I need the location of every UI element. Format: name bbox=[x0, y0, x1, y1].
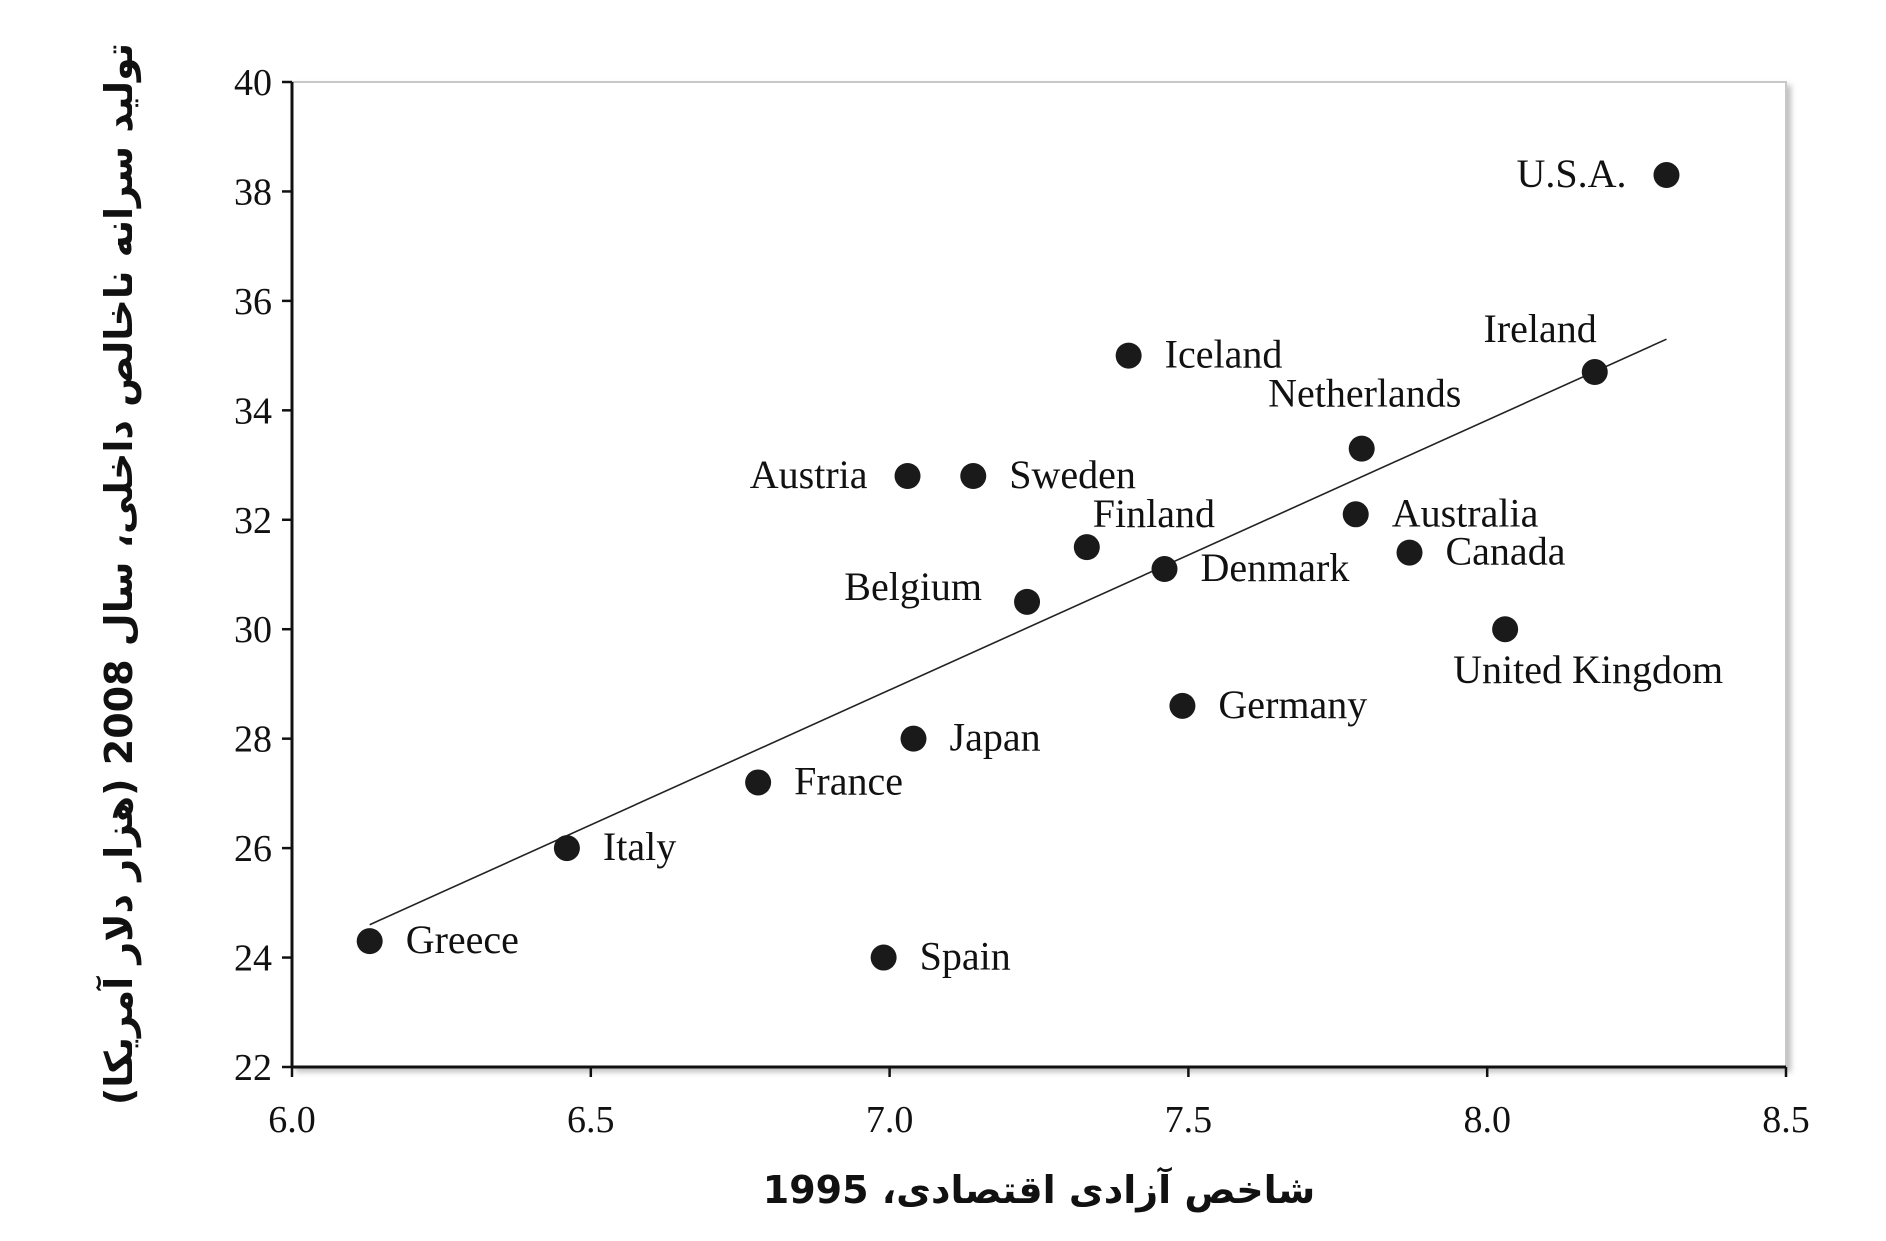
point-label: Ireland bbox=[1484, 306, 1597, 351]
y-tick-label: 38 bbox=[234, 171, 272, 213]
point-label: Austria bbox=[750, 452, 868, 497]
data-point-japan bbox=[900, 725, 927, 752]
y-tick-label: 34 bbox=[234, 390, 272, 432]
data-point-italy bbox=[553, 835, 580, 862]
y-tick-label: 24 bbox=[234, 938, 272, 980]
data-point-austria bbox=[894, 463, 921, 489]
data-point-denmark bbox=[1151, 556, 1178, 583]
x-tick-label: 7.0 bbox=[866, 1099, 914, 1141]
data-point-iceland bbox=[1115, 342, 1142, 369]
point-label: Japan bbox=[950, 715, 1041, 760]
x-tick-label: 8.0 bbox=[1463, 1099, 1511, 1141]
point-label: Italy bbox=[603, 824, 676, 869]
data-point-belgium bbox=[1014, 588, 1041, 615]
data-point-france bbox=[745, 769, 772, 796]
data-point-canada bbox=[1396, 539, 1423, 566]
y-tick-label: 40 bbox=[234, 62, 272, 104]
point-label: Belgium bbox=[844, 564, 982, 609]
point-label: United Kingdom bbox=[1453, 647, 1723, 692]
x-tick-label: 6.5 bbox=[567, 1099, 615, 1141]
point-label: Canada bbox=[1446, 529, 1566, 574]
point-label: Iceland bbox=[1165, 332, 1283, 377]
data-point-australia bbox=[1342, 501, 1369, 528]
data-point-united-kingdom bbox=[1492, 616, 1519, 643]
point-label: Netherlands bbox=[1268, 371, 1461, 416]
point-label: Spain bbox=[920, 934, 1011, 979]
x-tick-label: 8.5 bbox=[1762, 1099, 1810, 1141]
y-tick-label: 26 bbox=[234, 828, 272, 870]
data-point-u-s-a bbox=[1653, 162, 1680, 189]
point-label: Australia bbox=[1392, 490, 1539, 535]
point-label: France bbox=[794, 758, 903, 803]
data-point-spain bbox=[870, 944, 897, 971]
trendline bbox=[369, 338, 1667, 926]
point-label: Sweden bbox=[1009, 452, 1136, 497]
point-label: Germany bbox=[1218, 682, 1367, 727]
point-label: U.S.A. bbox=[1516, 151, 1626, 196]
point-label: Finland bbox=[1093, 491, 1215, 536]
y-axis-title: تولید سرانه ناخالص داخلی، سال 2008 (هزار… bbox=[95, 43, 141, 1105]
x-axis-title: شاخص آزادی اقتصادی، 1995 bbox=[763, 1166, 1315, 1212]
data-point-germany bbox=[1169, 692, 1196, 719]
data-point-netherlands bbox=[1348, 435, 1375, 462]
y-tick-label: 32 bbox=[234, 500, 272, 542]
x-tick-label: 6.0 bbox=[268, 1099, 316, 1141]
data-point-finland bbox=[1073, 534, 1100, 561]
y-tick-label: 28 bbox=[234, 719, 272, 761]
plot-area bbox=[291, 81, 1787, 1068]
x-tick-label: 7.5 bbox=[1165, 1099, 1213, 1141]
data-point-ireland bbox=[1581, 359, 1608, 386]
data-point-greece bbox=[356, 928, 383, 955]
point-label: Greece bbox=[406, 917, 519, 962]
y-tick-label: 36 bbox=[234, 281, 272, 323]
data-point-sweden bbox=[960, 463, 987, 489]
point-label: Denmark bbox=[1200, 545, 1349, 590]
y-tick-label: 30 bbox=[234, 609, 272, 651]
y-tick-label: 22 bbox=[234, 1047, 272, 1089]
